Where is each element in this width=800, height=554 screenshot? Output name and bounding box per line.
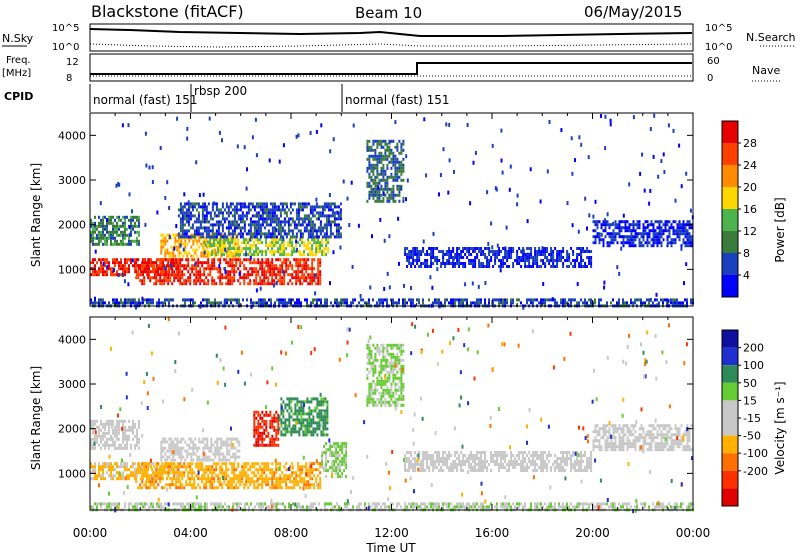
colorbar-swatch-1-7 (722, 453, 738, 471)
colorbar-tick-label-1-6: -100 (743, 447, 768, 460)
nsky-series (89, 28, 693, 37)
colorbar-swatch-1-2 (722, 365, 738, 383)
colorbar-swatch-1-0 (722, 330, 738, 348)
data-region-0-2 (90, 215, 140, 246)
ytick-label-1-0: 1000 (58, 467, 86, 480)
data-region-1-4 (253, 410, 280, 447)
ytick-label-1-3: 4000 (58, 333, 86, 346)
xtick-label-1: 04:00 (173, 526, 208, 540)
xtick-label-2: 08:00 (274, 526, 309, 540)
colorbar-tick-label-1-4: -15 (743, 412, 761, 425)
cpid-mode-1: normal (fast) 151 (93, 93, 197, 107)
nave-tick-0: 0 (707, 73, 713, 84)
beam-title: Beam 10 (355, 4, 422, 22)
colorbar-tick-label-1-7: -200 (743, 465, 768, 478)
colorbar-swatch-0-2 (722, 231, 738, 253)
colorbar-swatch-0-7 (722, 121, 738, 143)
nsearch-axis-bottom: 10^0 (705, 42, 732, 53)
data-region-0-4 (203, 238, 330, 257)
colorbar-tick-label-0-3: 16 (743, 203, 757, 216)
data-region-1-1 (90, 419, 140, 450)
velocity-ylabel: Slant Range [km] (29, 366, 43, 470)
power-ylabel: Slant Range [km] (29, 163, 43, 267)
station-title: Blackstone (fitACF) (91, 2, 244, 21)
cpid-mode-2: rbsp 200 (194, 84, 247, 98)
colorbar-tick-label-0-0: 4 (743, 269, 750, 282)
nsearch-series (89, 43, 693, 48)
data-region-0-8 (592, 220, 693, 248)
colorbar-tick-label-0-6: 28 (743, 137, 757, 150)
colorbar-swatch-1-4 (722, 400, 738, 418)
freq-tick-12: 12 (66, 57, 79, 68)
colorbar-swatch-0-3 (722, 209, 738, 231)
ytick-label-1-2: 3000 (58, 378, 86, 391)
velocity-colorbar-label: Velocity [m s⁻¹] (773, 381, 787, 474)
colorbar-tick-label-1-5: -50 (743, 430, 761, 443)
data-region-0-6 (366, 139, 405, 203)
power-colorbar: 4 8 12 16 20 24 28 (721, 120, 757, 298)
data-region-1-6 (321, 442, 348, 479)
nsky-panel-frame (89, 23, 694, 52)
colorbar-swatch-0-4 (722, 187, 738, 209)
nsky-label: N.Sky (2, 32, 34, 45)
colorbar-swatch-1-5 (722, 418, 738, 436)
velocity-panel: 1000 2000 3000 4000 00:00 04:00 08:00 12:00 16:0… (58, 316, 711, 540)
freq-series (90, 62, 692, 75)
colorbar-tick-label-1-0: 200 (743, 342, 764, 355)
scatter-noise-1 (93, 317, 693, 514)
nave-tick-60: 60 (707, 56, 720, 67)
colorbar-tick-label-1-3: 15 (743, 394, 757, 407)
colorbar-swatch-1-3 (722, 382, 738, 401)
colorbar-tick-label-0-4: 20 (743, 181, 757, 194)
colorbar-tick-label-0-1: 8 (743, 247, 750, 260)
data-region-0-7 (404, 247, 593, 268)
data-region-1-3 (135, 462, 322, 490)
colorbar-swatch-1-1 (722, 347, 738, 366)
xtick-label-4: 16:00 (475, 526, 510, 540)
colorbar-tick-label-0-5: 24 (743, 159, 757, 172)
ytick-label-0-1: 2000 (58, 219, 86, 232)
colorbar-swatch-0-1 (722, 253, 738, 275)
colorbar-swatch-1-9 (722, 488, 738, 506)
colorbar-swatch-0-0 (722, 275, 738, 297)
nave-label: Nave (752, 64, 780, 77)
nsky-axis-bottom: 10^0 (52, 42, 79, 53)
ytick-label-1-1: 2000 (58, 423, 86, 436)
data-region-1-7 (366, 343, 405, 407)
freq-label: Freq. (6, 55, 31, 66)
data-region-1-5 (278, 397, 329, 437)
date-title: 06/May/2015 (584, 3, 682, 21)
data-region-0-5 (177, 202, 342, 239)
colorbar-tick-label-1-1: 100 (743, 359, 764, 372)
data-region-1-8 (404, 451, 593, 472)
power-colorbar-label: Power [dB] (773, 197, 787, 262)
ytick-label-0-3: 4000 (58, 129, 86, 142)
ytick-label-0-0: 1000 (58, 263, 86, 276)
freq-panel-frame (89, 53, 694, 82)
velocity-colorbar: 200 100 50 15 -15 -50 -100 -200 (721, 329, 768, 507)
colorbar-swatch-1-8 (722, 470, 738, 489)
cpid-label: CPID (4, 90, 33, 103)
colorbar-swatch-0-5 (722, 165, 738, 187)
xtick-label-6: 00:00 (676, 526, 711, 540)
xtick-label-0: 00:00 (73, 526, 108, 540)
nsky-axis-top: 10^5 (52, 23, 79, 34)
power-panel: 1000 2000 3000 4000 (58, 112, 694, 310)
nsearch-label: N.Search (746, 31, 796, 44)
freq-tick-8: 8 (66, 73, 72, 84)
data-region-1-9 (592, 424, 693, 452)
freq-unit: [MHz] (2, 68, 31, 79)
xtick-label-3: 12:00 (374, 526, 409, 540)
cpid-mode-3: normal (fast) 151 (345, 93, 449, 107)
data-region-1-2 (160, 437, 241, 462)
xtick-label-5: 20:00 (575, 526, 610, 540)
ytick-label-0-2: 3000 (58, 174, 86, 187)
colorbar-tick-label-1-2: 50 (743, 377, 757, 390)
nsearch-axis-top: 10^5 (705, 23, 732, 34)
colorbar-tick-label-0-2: 12 (743, 225, 757, 238)
xaxis-label: Time UT (365, 541, 416, 554)
colorbar-swatch-1-6 (722, 435, 738, 454)
colorbar-swatch-0-6 (722, 143, 738, 165)
